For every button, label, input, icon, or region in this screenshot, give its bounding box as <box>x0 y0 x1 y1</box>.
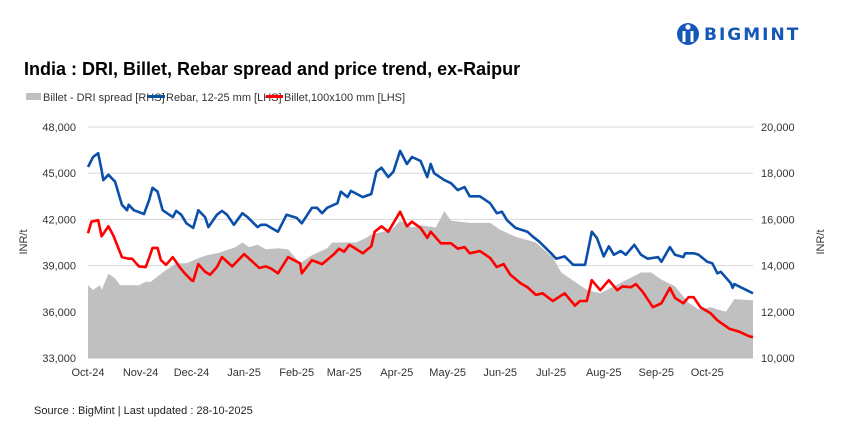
legend-label-billet: Billet,100x100 mm [LHS] <box>284 92 405 104</box>
logo-text: BIGMINT <box>704 25 800 45</box>
y-right-tick-label: 14,000 <box>761 261 795 273</box>
series-line-rebar <box>86 149 754 295</box>
legend-swatch-billet <box>266 95 283 98</box>
x-tick-label: Jan-25 <box>227 367 261 379</box>
y-left-tick-label: 45,000 <box>42 168 76 180</box>
chart-title: India : DRI, Billet, Rebar spread and pr… <box>24 59 520 79</box>
y-axis-left-ticks: 33,000 36,000 39,000 42,000 45,000 48,000 <box>42 122 76 365</box>
y-left-tick-label: 33,000 <box>42 353 76 365</box>
y-left-tick-label: 36,000 <box>42 307 76 319</box>
y-right-tick-label: 16,000 <box>761 214 795 226</box>
y-axis-right-ticks: 10,000 12,000 14,000 16,000 18,000 20,000 <box>761 122 795 365</box>
y-axis-right-label: INR/t <box>815 229 827 254</box>
y-axis-left-label: INR/t <box>18 229 30 254</box>
legend-label-rebar: Rebar, 12-25 mm [LHS] <box>166 92 282 104</box>
y-right-tick-label: 10,000 <box>761 353 795 365</box>
x-tick-label: Sep-25 <box>639 367 674 379</box>
x-tick-label: Mar-25 <box>327 367 362 379</box>
x-axis-ticks: Oct-24 Nov-24 Dec-24 Jan-25 Feb-25 Mar-25 Apr-… <box>71 367 723 379</box>
legend-swatch-rebar <box>148 95 165 98</box>
legend-swatch-spread <box>26 93 41 100</box>
y-right-tick-label: 18,000 <box>761 168 795 180</box>
source-note: Source : BigMint | Last updated : 28-10-… <box>34 405 253 417</box>
series-area-billet-dri-spread <box>88 211 753 358</box>
y-right-tick-label: 12,000 <box>761 307 795 319</box>
y-left-tick-label: 39,000 <box>42 261 76 273</box>
x-tick-label: May-25 <box>429 367 466 379</box>
x-tick-label: Nov-24 <box>123 367 158 379</box>
x-tick-label: Apr-25 <box>380 367 413 379</box>
x-tick-label: Oct-25 <box>691 367 724 379</box>
bigmint-logo: BIGMINT <box>677 23 800 45</box>
series-line-billet <box>86 210 754 339</box>
x-tick-label: Dec-24 <box>174 367 209 379</box>
x-tick-label: Feb-25 <box>279 367 314 379</box>
y-left-tick-label: 48,000 <box>42 122 76 134</box>
legend: Billet - DRI spread [RHS] Rebar, 12-25 m… <box>26 92 405 104</box>
logo-icon <box>677 23 699 45</box>
x-tick-label: Jun-25 <box>483 367 517 379</box>
x-tick-label: Jul-25 <box>536 367 566 379</box>
x-tick-label: Oct-24 <box>71 367 104 379</box>
y-left-tick-label: 42,000 <box>42 214 76 226</box>
legend-label-spread: Billet - DRI spread [RHS] <box>43 92 165 104</box>
x-tick-label: Aug-25 <box>586 367 621 379</box>
y-right-tick-label: 20,000 <box>761 122 795 134</box>
